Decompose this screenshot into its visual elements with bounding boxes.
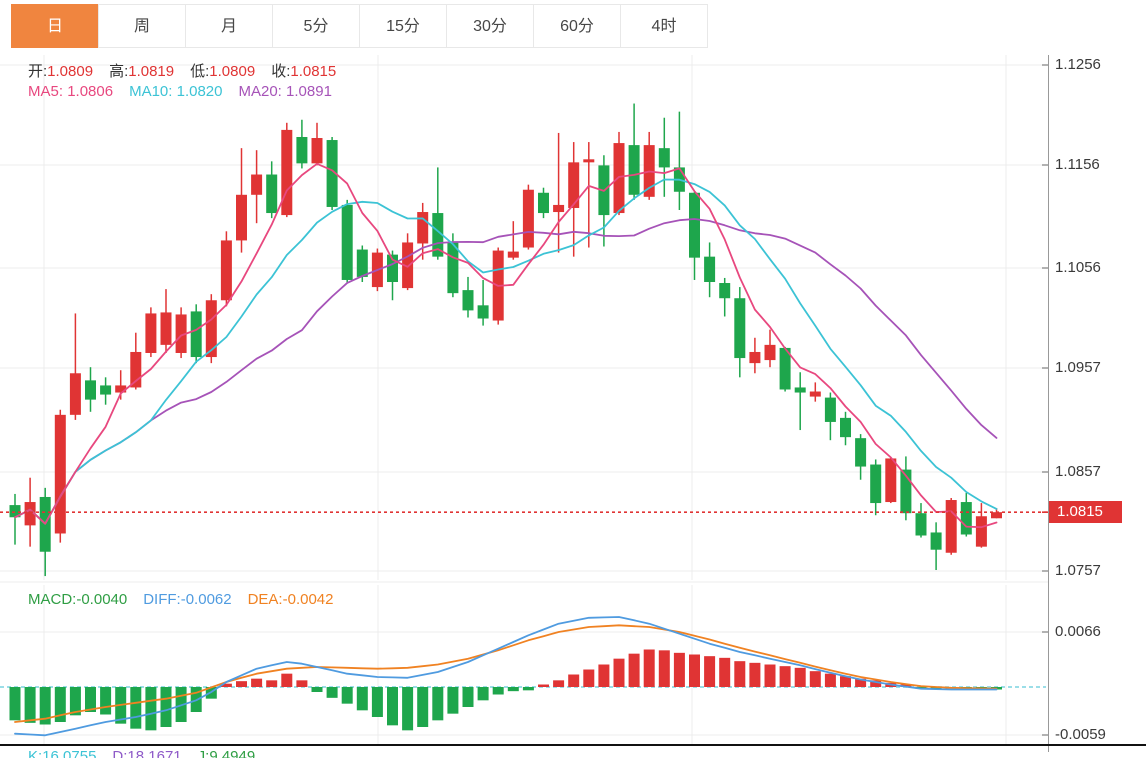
macd-readout: MACD:-0.0040 DIFF:-0.0062 DEA:-0.0042 <box>28 591 333 608</box>
price-axis-label-1: 1.1156 <box>1055 156 1100 173</box>
open-value: 1.0809 <box>47 63 94 80</box>
high-label: 高: <box>109 63 129 80</box>
kdj-d-value: 18.1671 <box>127 748 182 758</box>
ohlc-readout: 开:1.0809 高:1.0819 低:1.0809 收:1.0815 <box>28 60 336 81</box>
ma20-value: 1.0891 <box>286 83 332 100</box>
period-tab-bar: 日周月 5分 15分 30分 60分 4时 <box>11 4 708 48</box>
ma5-value: 1.0806 <box>67 83 114 100</box>
low-label: 低: <box>190 63 210 80</box>
tab-period-3[interactable]: 5分 <box>272 4 360 48</box>
tab-period-2[interactable]: 月 <box>185 4 273 48</box>
current-price-tag: 1.0815 <box>1049 501 1122 523</box>
price-axis-label-0: 1.1256 <box>1055 56 1101 73</box>
diff-label: DIFF: <box>143 591 181 608</box>
price-axis-label-3: 1.0957 <box>1055 359 1101 376</box>
close-label: 收: <box>271 63 291 80</box>
kdj-j-value: 9.4949 <box>209 748 256 758</box>
kdj-readout-clipped: K:16.0755 D:18.1671 J:9.4949 <box>28 748 255 758</box>
diff-value: -0.0062 <box>180 591 232 608</box>
tab-period-5[interactable]: 30分 <box>446 4 534 48</box>
price-axis-label-4: 1.0857 <box>1055 463 1101 480</box>
ma5-label: MA5: <box>28 83 64 100</box>
high-value: 1.0819 <box>128 63 175 80</box>
price-axis-label-5: 1.0757 <box>1055 562 1101 579</box>
open-label: 开: <box>28 63 48 80</box>
price-axis-label-2: 1.1056 <box>1055 259 1101 276</box>
tab-period-6[interactable]: 60分 <box>533 4 621 48</box>
macd-axis-label-1: -0.0059 <box>1055 726 1106 743</box>
kdj-j-label: J: <box>197 748 210 758</box>
ma-readout: MA5: 1.0806 MA10: 1.0820 MA20: 1.0891 <box>28 83 332 100</box>
ma10-label: MA10: <box>129 83 173 100</box>
macd-axis-label-0: 0.0066 <box>1055 623 1101 640</box>
kdj-k-value: 16.0755 <box>42 748 97 758</box>
tab-period-4[interactable]: 15分 <box>359 4 447 48</box>
kdj-d-label: D: <box>112 748 128 758</box>
tab-period-7[interactable]: 4时 <box>620 4 708 48</box>
tab-period-1[interactable]: 周 <box>98 4 186 48</box>
kdj-k-label: K: <box>28 748 43 758</box>
close-value: 1.0815 <box>290 63 337 80</box>
macd-label: MACD: <box>28 591 77 608</box>
tab-period-0[interactable]: 日 <box>11 4 99 48</box>
ma20-label: MA20: <box>238 83 282 100</box>
ma10-value: 1.0820 <box>176 83 223 100</box>
dea-value: -0.0042 <box>282 591 334 608</box>
dea-label: DEA: <box>247 591 283 608</box>
low-value: 1.0809 <box>209 63 256 80</box>
macd-value: -0.0040 <box>76 591 128 608</box>
